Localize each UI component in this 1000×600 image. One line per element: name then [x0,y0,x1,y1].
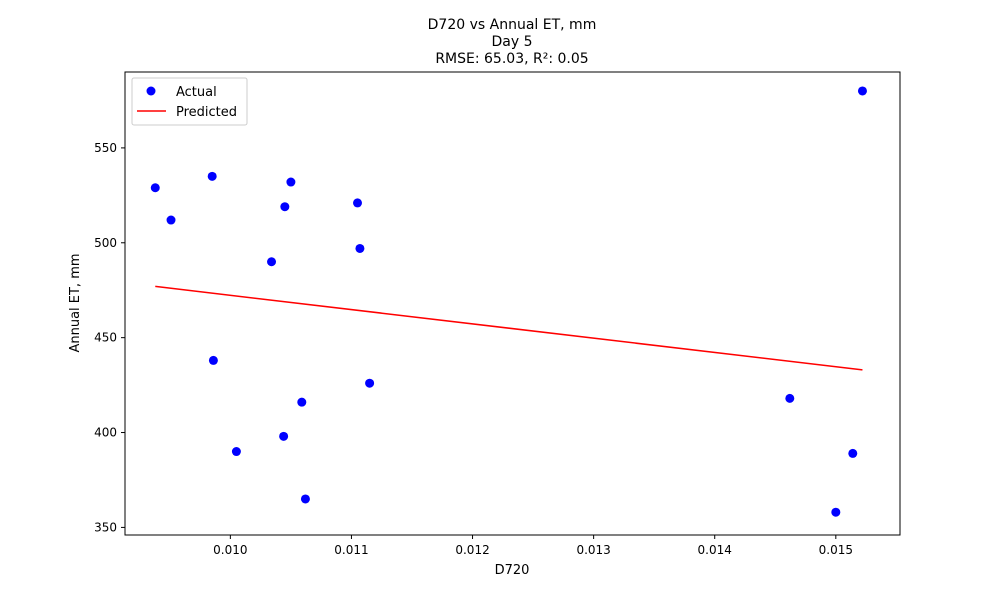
legend-actual-label: Actual [176,85,217,100]
x-axis-label: D720 [495,563,530,578]
actual-point [207,171,217,181]
x-tick-label: 0.010 [213,543,247,557]
predicted-line [155,285,863,371]
actual-point [280,202,290,212]
actual-point [353,198,362,208]
x-tick-label: 0.011 [334,543,368,557]
legend-actual-marker [146,86,156,96]
y-tick-label: 550 [94,141,117,155]
actual-point [279,431,289,441]
y-tick-label: 500 [94,236,117,250]
actual-point [785,393,795,403]
actual-point [365,378,375,388]
y-tick-label: 350 [94,520,117,534]
actual-point [231,447,241,457]
actual-point [848,448,858,458]
actual-point [286,177,296,187]
y-tick-label: 450 [94,331,117,345]
y-tick-label: 400 [94,426,117,440]
actual-point [831,507,841,517]
chart-title-line-3: RMSE: 65.03, R²: 0.05 [435,51,588,67]
x-tick-label: 0.015 [819,543,853,557]
actual-point [150,183,160,193]
chart-title: D720 vs Annual ET, mm Day 5 RMSE: 65.03,… [428,17,597,67]
x-tick-label: 0.014 [698,543,732,557]
x-tick-label: 0.012 [455,543,489,557]
actual-point [267,257,277,267]
legend-predicted-label: Predicted [176,105,237,120]
actual-point [297,397,307,407]
actual-point [857,86,867,96]
chart-title-line-1: D720 vs Annual ET, mm [428,17,597,33]
plot-area: 0.010 0.011 0.012 0.013 0.014 0.015 350 400 450 5… [94,71,901,557]
x-tick-label: 0.013 [576,543,610,557]
actual-point [166,215,176,225]
y-axis-label: Annual ET, mm [68,253,83,352]
actual-point [208,355,218,365]
actual-point [300,494,310,504]
actual-point [355,243,365,253]
legend: Actual Predicted [131,77,248,126]
chart-title-line-2: Day 5 [491,34,532,50]
plot-frame [124,71,901,536]
legend-box [131,77,248,126]
